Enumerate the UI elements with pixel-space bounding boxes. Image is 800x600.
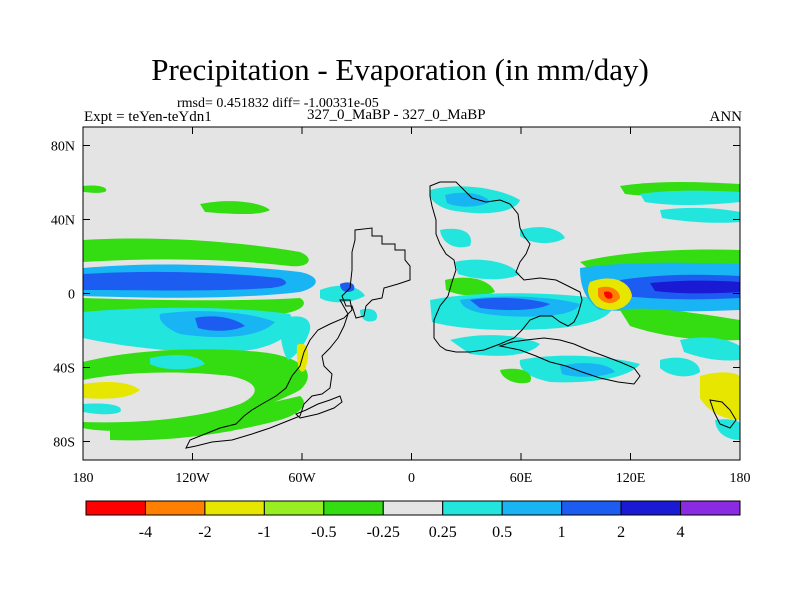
colorbar-label: 1	[558, 524, 566, 541]
continent-outline	[341, 227, 411, 319]
contour-blob	[83, 238, 309, 267]
contour-blob	[560, 363, 615, 377]
x-tick-label: 120E	[616, 471, 646, 486]
contour-blob	[445, 192, 490, 207]
period-label: 327_0_MaBP - 327_0_MaBP	[307, 107, 486, 123]
colorbar	[85, 500, 741, 516]
colorbar-label: -0.5	[311, 524, 336, 541]
x-tick-label: 60E	[510, 471, 533, 486]
contour-blob	[500, 368, 531, 384]
contour-blob	[470, 297, 550, 311]
colorbar-label: 2	[617, 524, 625, 541]
contour-blob	[620, 308, 740, 341]
contour-blob	[83, 185, 107, 193]
colorbar-labels: -4 -2 -1 -0.5 -0.25 0.25 0.5 1 2 4	[139, 524, 685, 541]
continent-outline	[498, 337, 641, 385]
colorbar-label: 0.5	[492, 524, 512, 541]
contour-blob	[360, 308, 378, 322]
contour-blob	[650, 280, 740, 294]
y-axis-labels: 80N 40N 0 40S 80S	[51, 140, 75, 451]
colorbar-label: -0.25	[367, 524, 400, 541]
contour-blob	[680, 337, 740, 361]
colorbar-swatch	[561, 500, 622, 516]
colorbar-swatch	[382, 500, 444, 516]
axis-ticks	[82, 127, 741, 460]
contour-blob	[83, 382, 140, 399]
continent-outline	[295, 395, 343, 419]
colorbar-swatch	[323, 500, 384, 516]
contour-blob	[280, 316, 311, 360]
x-axis-labels: 180 120W 60W 0 60E 120E 180	[73, 471, 751, 486]
contour-blob	[150, 355, 205, 370]
contour-blob	[445, 277, 495, 296]
colorbar-swatch	[144, 500, 206, 516]
y-tick-label: 80N	[51, 140, 75, 155]
map-area	[83, 127, 740, 460]
season-label: ANN	[709, 109, 743, 125]
colorbar-label: -4	[139, 524, 152, 541]
contour-blob	[640, 190, 740, 205]
contour-blob	[110, 396, 304, 441]
colorbar-swatch	[620, 500, 682, 516]
colorbar-swatch	[442, 500, 503, 516]
contour-blob	[660, 357, 700, 377]
contour-blob	[455, 259, 520, 280]
colorbar-label: 0.25	[429, 524, 457, 541]
contour-blob	[700, 372, 740, 420]
contour-blob	[83, 403, 121, 415]
contour-blob	[604, 291, 613, 299]
y-tick-label: 80S	[53, 436, 75, 451]
x-tick-label: 0	[408, 471, 415, 486]
colorbar-swatch	[85, 500, 146, 516]
colorbar-swatch	[263, 500, 325, 516]
colorbar-label: -2	[198, 524, 211, 541]
y-tick-label: 40N	[51, 214, 75, 229]
colorbar-swatch	[501, 500, 563, 516]
x-tick-label: 60W	[288, 471, 316, 486]
x-tick-label: 180	[730, 471, 751, 486]
chart-title: Precipitation - Evaporation (in mm/day)	[151, 52, 649, 87]
contour-blob	[520, 227, 565, 244]
y-tick-label: 40S	[53, 362, 75, 377]
y-tick-label: 0	[68, 288, 75, 303]
x-tick-label: 120W	[175, 471, 210, 486]
colorbar-swatch	[680, 500, 741, 516]
contour-blob	[440, 228, 471, 248]
colorbar-label: 4	[677, 524, 685, 541]
contour-blob	[83, 271, 286, 291]
contour-blob	[195, 316, 245, 331]
colorbar-label: -1	[258, 524, 271, 541]
continent-outlines	[185, 181, 737, 449]
experiment-label: Expt = teYen-teYdn1	[84, 109, 212, 125]
stats-text: rmsd= 0.451832 diff= -1.00331e-05	[177, 96, 379, 111]
continent-outline	[185, 299, 353, 449]
continent-outline	[429, 181, 583, 353]
contour-blob	[200, 201, 270, 214]
colorbar-swatch	[204, 500, 265, 516]
continent-outline	[709, 399, 737, 429]
x-tick-label: 180	[73, 471, 94, 486]
contour-blob	[660, 207, 740, 223]
